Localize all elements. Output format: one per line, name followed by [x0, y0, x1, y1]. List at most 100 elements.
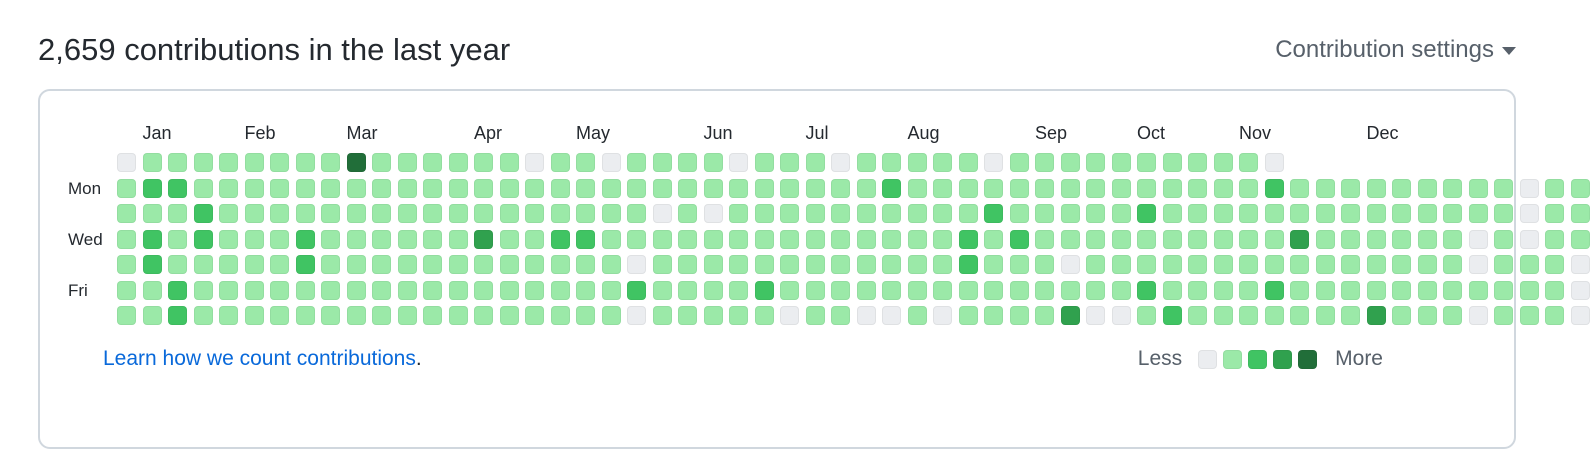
contribution-day-cell[interactable] — [780, 306, 799, 325]
contribution-day-cell[interactable] — [1264, 178, 1284, 198]
contribution-day-cell[interactable] — [321, 178, 340, 198]
contribution-day-cell[interactable] — [1264, 153, 1284, 172]
contribution-day-cell[interactable] — [397, 280, 417, 300]
contribution-day-cell[interactable] — [1188, 153, 1207, 172]
contribution-day-cell[interactable] — [346, 153, 366, 172]
contribution-day-cell[interactable] — [729, 229, 748, 249]
contribution-day-cell[interactable] — [270, 153, 289, 172]
contribution-day-cell[interactable] — [754, 178, 774, 198]
contribution-day-cell[interactable] — [1188, 306, 1207, 325]
contribution-day-cell[interactable] — [142, 153, 162, 172]
contribution-day-cell[interactable] — [346, 229, 366, 249]
contribution-day-cell[interactable] — [984, 153, 1003, 172]
contribution-day-cell[interactable] — [780, 280, 799, 300]
contribution-day-cell[interactable] — [295, 255, 315, 274]
contribution-day-cell[interactable] — [1086, 229, 1105, 249]
contribution-day-cell[interactable] — [1443, 306, 1462, 325]
contribution-day-cell[interactable] — [474, 255, 493, 274]
contribution-day-cell[interactable] — [1545, 204, 1564, 223]
contribution-day-cell[interactable] — [729, 306, 748, 325]
contribution-day-cell[interactable] — [448, 178, 468, 198]
contribution-day-cell[interactable] — [423, 306, 442, 325]
contribution-day-cell[interactable] — [958, 204, 978, 223]
contribution-day-cell[interactable] — [1468, 306, 1488, 325]
contribution-day-cell[interactable] — [423, 255, 442, 274]
contribution-day-cell[interactable] — [193, 178, 213, 198]
contribution-day-cell[interactable] — [882, 204, 901, 223]
contribution-day-cell[interactable] — [907, 306, 927, 325]
contribution-day-cell[interactable] — [627, 204, 646, 223]
contribution-day-cell[interactable] — [1417, 178, 1437, 198]
contribution-day-cell[interactable] — [117, 178, 136, 198]
contribution-day-cell[interactable] — [168, 306, 187, 325]
contribution-day-cell[interactable] — [907, 204, 927, 223]
contribution-day-cell[interactable] — [984, 229, 1003, 249]
contribution-day-cell[interactable] — [168, 153, 187, 172]
contribution-day-cell[interactable] — [754, 153, 774, 172]
contribution-day-cell[interactable] — [1060, 280, 1080, 300]
contribution-day-cell[interactable] — [448, 229, 468, 249]
contribution-day-cell[interactable] — [321, 280, 340, 300]
contribution-day-cell[interactable] — [805, 280, 825, 300]
contribution-day-cell[interactable] — [627, 229, 646, 249]
contribution-day-cell[interactable] — [1468, 255, 1488, 274]
contribution-day-cell[interactable] — [1341, 229, 1360, 249]
contribution-day-cell[interactable] — [1570, 306, 1590, 325]
contribution-day-cell[interactable] — [1264, 204, 1284, 223]
contribution-day-cell[interactable] — [805, 204, 825, 223]
contribution-day-cell[interactable] — [372, 280, 391, 300]
contribution-day-cell[interactable] — [1111, 229, 1131, 249]
contribution-day-cell[interactable] — [1545, 229, 1564, 249]
contribution-day-cell[interactable] — [270, 204, 289, 223]
contribution-day-cell[interactable] — [907, 280, 927, 300]
contribution-day-cell[interactable] — [754, 204, 774, 223]
contribution-day-cell[interactable] — [729, 178, 748, 198]
contribution-day-cell[interactable] — [1035, 306, 1054, 325]
contribution-day-cell[interactable] — [1570, 229, 1590, 249]
contribution-day-cell[interactable] — [831, 306, 850, 325]
contribution-day-cell[interactable] — [474, 306, 493, 325]
contribution-day-cell[interactable] — [1009, 255, 1029, 274]
contribution-day-cell[interactable] — [678, 306, 697, 325]
learn-how-we-count-link[interactable]: Learn how we count contributions. — [103, 347, 422, 371]
contribution-day-cell[interactable] — [703, 229, 723, 249]
contribution-day-cell[interactable] — [1009, 204, 1029, 223]
contribution-day-cell[interactable] — [1162, 204, 1182, 223]
contribution-day-cell[interactable] — [499, 153, 519, 172]
contribution-day-cell[interactable] — [525, 229, 544, 249]
contribution-day-cell[interactable] — [168, 204, 187, 223]
contribution-day-cell[interactable] — [882, 280, 901, 300]
contribution-day-cell[interactable] — [780, 178, 799, 198]
contribution-day-cell[interactable] — [550, 229, 570, 249]
contribution-day-cell[interactable] — [142, 280, 162, 300]
contribution-day-cell[interactable] — [958, 280, 978, 300]
contribution-day-cell[interactable] — [984, 306, 1003, 325]
contribution-day-cell[interactable] — [882, 229, 901, 249]
contribution-day-cell[interactable] — [550, 204, 570, 223]
contribution-day-cell[interactable] — [1417, 280, 1437, 300]
contribution-day-cell[interactable] — [193, 204, 213, 223]
contribution-day-cell[interactable] — [193, 229, 213, 249]
contribution-day-cell[interactable] — [805, 255, 825, 274]
contribution-day-cell[interactable] — [703, 153, 723, 172]
contribution-day-cell[interactable] — [1545, 255, 1564, 274]
contribution-day-cell[interactable] — [601, 229, 621, 249]
contribution-day-cell[interactable] — [1239, 178, 1258, 198]
contribution-day-cell[interactable] — [423, 204, 442, 223]
contribution-day-cell[interactable] — [729, 153, 748, 172]
contribution-day-cell[interactable] — [703, 178, 723, 198]
contribution-day-cell[interactable] — [499, 178, 519, 198]
contribution-day-cell[interactable] — [525, 153, 544, 172]
contribution-day-cell[interactable] — [984, 255, 1003, 274]
contribution-day-cell[interactable] — [652, 229, 672, 249]
contribution-day-cell[interactable] — [1366, 204, 1386, 223]
contribution-day-cell[interactable] — [1213, 306, 1233, 325]
contribution-day-cell[interactable] — [1315, 178, 1335, 198]
contribution-day-cell[interactable] — [678, 229, 697, 249]
contribution-day-cell[interactable] — [193, 306, 213, 325]
contribution-day-cell[interactable] — [1239, 255, 1258, 274]
contribution-day-cell[interactable] — [1443, 280, 1462, 300]
contribution-day-cell[interactable] — [984, 204, 1003, 223]
contribution-day-cell[interactable] — [397, 229, 417, 249]
contribution-day-cell[interactable] — [1188, 178, 1207, 198]
